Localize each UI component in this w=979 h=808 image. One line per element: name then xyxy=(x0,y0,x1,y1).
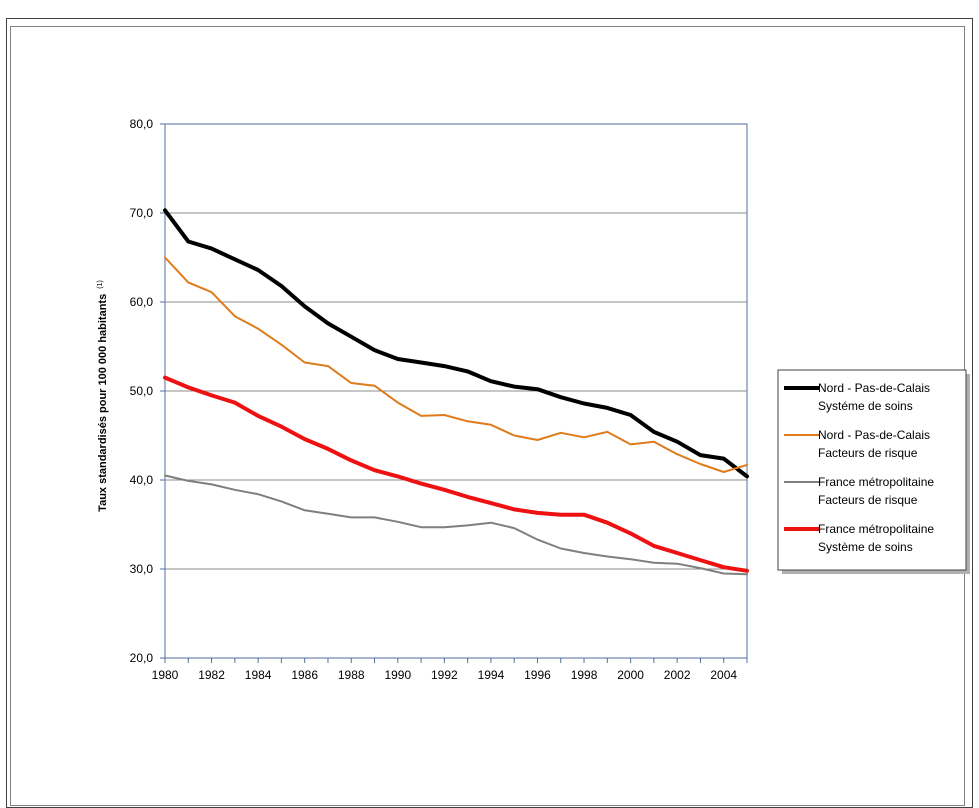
x-tick-label: 1984 xyxy=(245,668,272,682)
series-lines xyxy=(163,208,749,576)
y-axis-label: Taux standardisés pour 100 000 habitants… xyxy=(97,280,109,512)
gridlines xyxy=(165,212,747,570)
legend-label-line1: France métropolitaine xyxy=(818,475,934,489)
legend-box xyxy=(777,369,967,571)
y-tick-label: 70,0 xyxy=(130,206,154,220)
legend-label-line2: Facteurs de risque xyxy=(818,446,918,460)
x-tick-label: 1990 xyxy=(384,668,411,682)
legend-label-line2: Facteurs de risque xyxy=(818,493,918,507)
legend-label-line1: Nord - Pas-de-Calais xyxy=(818,381,930,395)
y-tick-label: 80,0 xyxy=(130,117,154,131)
series-line-4 xyxy=(163,375,749,573)
y-axis: 20,0 30,0 40,0 50,0 60,0 70,0 80,0 xyxy=(130,117,165,665)
series-line-2 xyxy=(164,256,748,473)
y-tick-label: 60,0 xyxy=(130,295,154,309)
x-tick-label: 2004 xyxy=(710,668,737,682)
legend-label-line1: France métropolitaine xyxy=(818,522,934,536)
x-tick-label: 1980 xyxy=(152,668,179,682)
x-tick-label: 1982 xyxy=(198,668,225,682)
legend-label-line2: Systéme de soins xyxy=(818,399,913,413)
series-line-3 xyxy=(164,474,748,576)
series-line-1 xyxy=(163,208,749,479)
x-tick-label: 1992 xyxy=(431,668,458,682)
y-tick-label: 40,0 xyxy=(130,473,154,487)
x-tick-label: 1986 xyxy=(291,668,318,682)
legend-label-line2: Système de soins xyxy=(818,540,913,554)
y-tick-label: 50,0 xyxy=(130,384,154,398)
y-tick-label: 30,0 xyxy=(130,562,154,576)
x-axis: 1980 1982 1984 1986 1988 1990 1992 1994 1996 1998… xyxy=(152,658,748,682)
y-tick-label: 20,0 xyxy=(130,651,154,665)
x-tick-label: 1998 xyxy=(571,668,598,682)
x-tick-label: 2002 xyxy=(664,668,691,682)
y-axis-title: Taux standardisés pour 100 000 habitants… xyxy=(97,280,109,512)
x-tick-label: 1988 xyxy=(338,668,365,682)
x-tick-label: 1996 xyxy=(524,668,551,682)
x-tick-label: 2000 xyxy=(617,668,644,682)
x-tick-label: 1994 xyxy=(478,668,505,682)
legend: Nord - Pas-de-Calais Systéme de soins Nord… xyxy=(777,369,970,574)
legend-label-line1: Nord - Pas-de-Calais xyxy=(818,428,930,442)
